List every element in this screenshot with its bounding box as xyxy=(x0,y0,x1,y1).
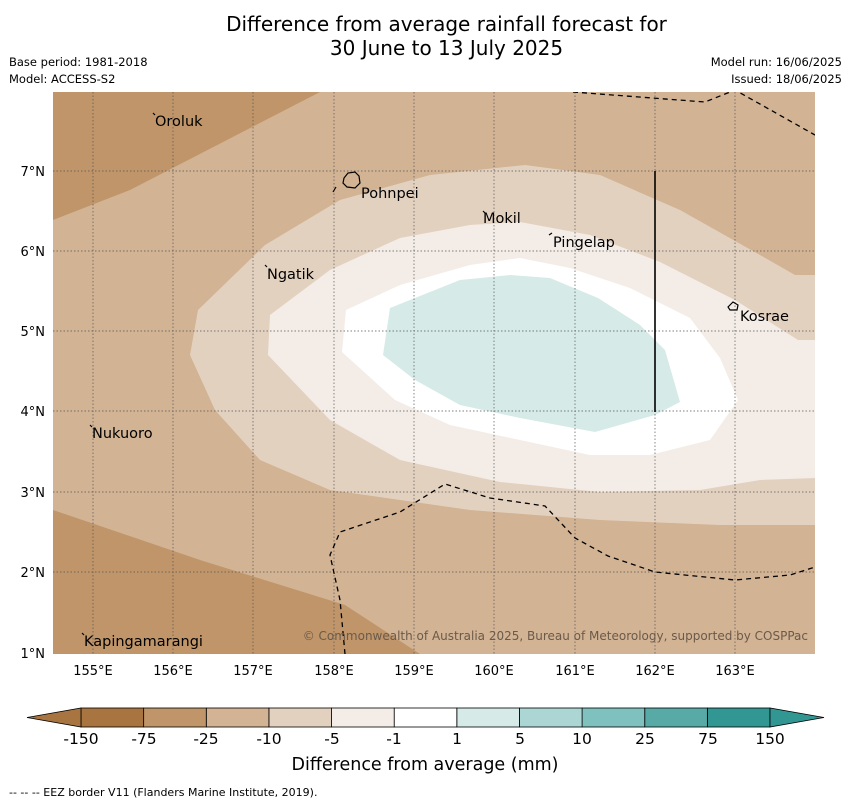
oroluk-mark xyxy=(152,112,156,116)
colorbar-right-extension xyxy=(769,707,825,728)
place-label-pingelap: Pingelap xyxy=(553,235,615,251)
colorbar-segment xyxy=(519,707,583,728)
model-run-text: Model run: 16/06/2025 xyxy=(710,55,842,69)
ngatik-mark xyxy=(264,264,268,268)
colorbar-label: 1 xyxy=(452,730,462,748)
pohnpei-reef-mark xyxy=(332,186,337,193)
title-line-2: 30 June to 13 July 2025 xyxy=(329,36,564,60)
meta-left: Base period: 1981-2018 Model: ACCESS-S2 xyxy=(9,54,148,88)
copyright-text: © Commonwealth of Australia 2025, Bureau… xyxy=(303,629,808,643)
pohnpei-island-outline xyxy=(342,171,361,189)
place-label-oroluk: Oroluk xyxy=(155,114,203,130)
colorbar-segment xyxy=(644,707,708,728)
colorbar-label: -25 xyxy=(193,730,219,748)
colorbar-label: 25 xyxy=(635,730,655,748)
colorbar-segment xyxy=(393,707,458,728)
colorbar xyxy=(26,707,825,728)
lon-tick-label: 159°E xyxy=(394,664,434,679)
base-period-text: Base period: 1981-2018 xyxy=(9,55,148,69)
pingelap-mark xyxy=(548,232,553,236)
contour-fills xyxy=(53,92,815,654)
colorbar-segment xyxy=(456,707,520,728)
colorbar-segment xyxy=(581,707,646,728)
eez-borders xyxy=(329,92,815,654)
lon-tick-labels: 155°E 156°E 157°E 158°E 159°E 160°E 161°… xyxy=(73,664,755,679)
colorbar-segment xyxy=(205,707,270,728)
colorbar-segment xyxy=(706,707,771,728)
colorbar-label: 10 xyxy=(572,730,592,748)
lon-tick-label: 155°E xyxy=(73,664,113,679)
place-label-kapingamarangi: Kapingamarangi xyxy=(84,634,203,650)
colorbar-segment xyxy=(268,707,332,728)
colorbar-label: -10 xyxy=(256,730,282,748)
lat-tick-label: 1°N xyxy=(21,647,46,662)
lat-tick-label: 6°N xyxy=(21,245,46,260)
lat-tick-label: 2°N xyxy=(21,566,46,581)
eez-legend-text: -- -- -- EEZ border V11 (Flanders Marine… xyxy=(9,786,318,799)
colorbar-segment xyxy=(143,707,207,728)
lat-tick-labels: 1°N 2°N 3°N 4°N 5°N 6°N 7°N xyxy=(21,165,46,662)
colorbar-label: 5 xyxy=(515,730,525,748)
lon-tick-label: 163°E xyxy=(715,664,755,679)
lat-tick-label: 3°N xyxy=(21,486,46,501)
lat-tick-label: 7°N xyxy=(21,165,46,180)
nukuoro-mark xyxy=(89,424,93,428)
colorbar-segment xyxy=(331,707,395,728)
colorbar-segment xyxy=(80,707,145,728)
model-text: Model: ACCESS-S2 xyxy=(9,72,116,86)
lon-tick-label: 161°E xyxy=(555,664,595,679)
place-label-nukuoro: Nukuoro xyxy=(92,426,153,442)
lat-tick-label: 4°N xyxy=(21,405,46,420)
meta-right: Model run: 16/06/2025 Issued: 18/06/2025 xyxy=(711,54,842,88)
place-label-mokil: Mokil xyxy=(483,211,521,227)
kosrae-island-outline xyxy=(727,301,739,311)
lat-tick-label: 5°N xyxy=(21,325,46,340)
colorbar-label: -75 xyxy=(131,730,157,748)
colorbar-label: 150 xyxy=(755,730,785,748)
lon-tick-label: 158°E xyxy=(314,664,354,679)
title-line-1: Difference from average rainfall forecas… xyxy=(226,12,667,36)
kapingamarangi-mark xyxy=(81,632,85,636)
map-title: Difference from average rainfall forecas… xyxy=(0,12,850,60)
colorbar-title: Difference from average (mm) xyxy=(291,755,559,775)
lon-tick-label: 156°E xyxy=(153,664,193,679)
contour-wet-1-to-5 xyxy=(383,275,680,432)
islands xyxy=(81,112,739,636)
colorbar-left-extension xyxy=(26,707,82,728)
contour-dry-southwest xyxy=(53,510,420,654)
colorbar-label: -5 xyxy=(324,730,340,748)
place-labels: Oroluk Pohnpei Mokil Pingelap Ngatik Kos… xyxy=(84,114,789,650)
colorbar-label: -150 xyxy=(63,730,99,748)
mokil-mark xyxy=(482,210,486,214)
lon-tick-label: 162°E xyxy=(635,664,675,679)
lon-tick-label: 160°E xyxy=(474,664,514,679)
place-label-ngatik: Ngatik xyxy=(267,267,315,283)
lon-tick-label: 157°E xyxy=(233,664,273,679)
place-label-kosrae: Kosrae xyxy=(740,309,789,325)
issued-text: Issued: 18/06/2025 xyxy=(731,72,842,86)
colorbar-label: -1 xyxy=(386,730,402,748)
place-label-pohnpei: Pohnpei xyxy=(361,186,419,202)
colorbar-label: 75 xyxy=(698,730,718,748)
